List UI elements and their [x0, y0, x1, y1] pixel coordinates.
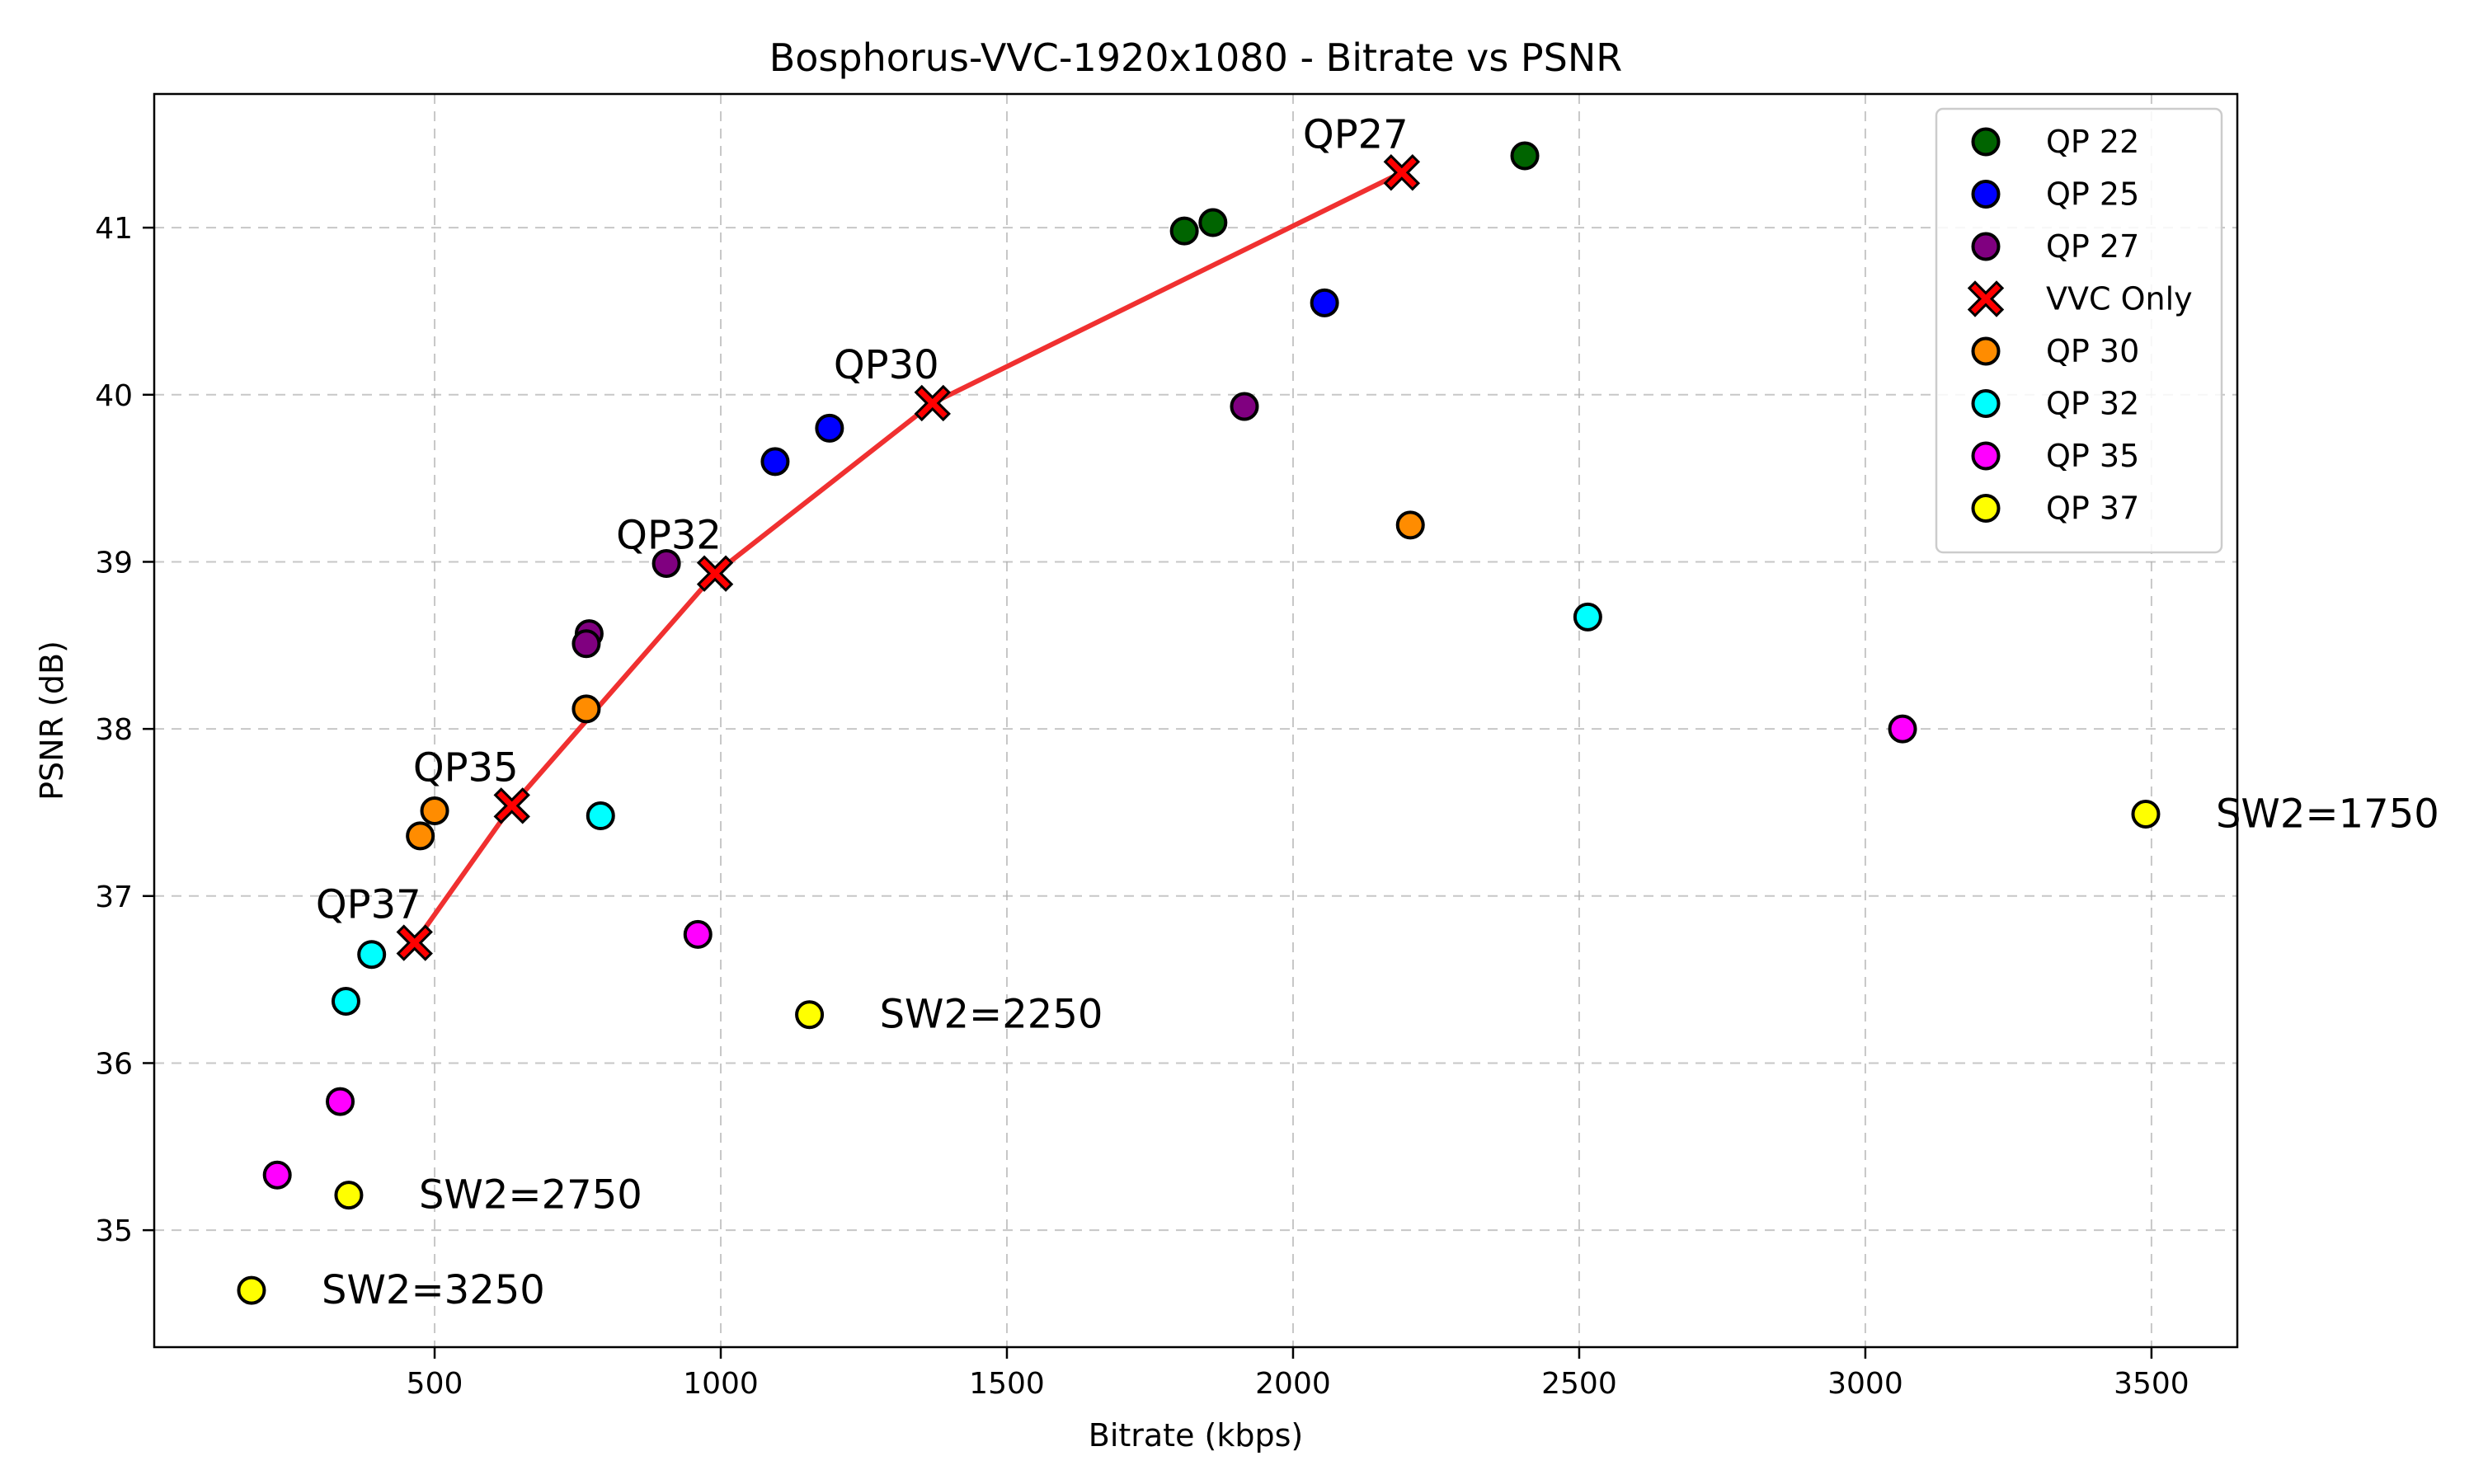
data-point [815, 413, 844, 443]
legend-marker [1971, 180, 2001, 209]
x-tick-label: 3000 [1827, 1367, 1903, 1401]
legend-box [1935, 107, 2223, 554]
data-point [2131, 799, 2161, 829]
data-point [396, 924, 433, 961]
plot-area-frame [153, 92, 2239, 1349]
legend-marker [1967, 280, 2005, 317]
data-point [1888, 714, 1917, 744]
axis-ticks: 500 1000 1500 2000 2500 3000 3500 35 36 37 38 39 40 4… [95, 212, 2189, 1401]
annotations: QP27 QP30 QP32 QP35 QP37 SW2=1750 SW2=2250 SW2=… [316, 111, 2439, 1313]
annotation-label: SW2=3250 [322, 1267, 545, 1313]
data-point [696, 555, 734, 592]
annotation-label: QP37 [316, 882, 421, 928]
data-point [1395, 510, 1425, 540]
data-point [1169, 216, 1199, 246]
y-tick-label: 38 [95, 713, 133, 747]
legend-label: QP 25 [2046, 176, 2139, 213]
data-point [651, 548, 681, 578]
series-qp-27 [571, 392, 1259, 659]
legend-label: QP 35 [2046, 438, 2139, 474]
marker-x-fill [399, 928, 430, 958]
data-point [1198, 208, 1228, 237]
data-point [571, 629, 601, 659]
legend-label: QP 32 [2046, 386, 2139, 422]
annotation-label: QP35 [413, 744, 519, 791]
data-point [331, 986, 360, 1016]
series-qp-35 [262, 714, 1917, 1190]
series-qp-30 [406, 510, 1425, 851]
data-point [326, 1087, 355, 1116]
data-point [1310, 288, 1339, 317]
data-point [406, 821, 435, 851]
marker-x-fill [917, 387, 948, 418]
x-tick-label: 500 [407, 1367, 463, 1401]
data-point [795, 1000, 825, 1030]
data-point [760, 447, 790, 477]
marker-x-fill [700, 558, 731, 589]
legend: QP 22 QP 25 QP 27 VVC Only QP 30 QP 32 QP 35 QP… [1935, 107, 2223, 554]
data-point [237, 1275, 266, 1305]
series-qp-25 [760, 288, 1339, 477]
data-point [1510, 141, 1540, 171]
annotation-label: SW2=2750 [419, 1172, 642, 1219]
data-point [420, 796, 449, 825]
legend-marker [1971, 389, 2001, 418]
x-tick-label: 3500 [2114, 1367, 2189, 1401]
data-point [1383, 154, 1421, 191]
y-tick-label: 37 [95, 881, 133, 914]
legend-label: QP 22 [2046, 124, 2139, 160]
annotation-label: QP30 [834, 342, 939, 388]
x-tick-label: 2000 [1255, 1367, 1331, 1401]
x-tick-label: 2500 [1541, 1367, 1617, 1401]
y-tick-label: 35 [95, 1214, 133, 1248]
legend-marker [1971, 494, 2001, 523]
data-point [1230, 392, 1259, 421]
annotation-label: SW2=2250 [880, 992, 1103, 1038]
legend-marker [1971, 232, 2001, 261]
chart-title: Bosphorus-VVC-1920x1080 - Bitrate vs PSN… [769, 35, 1623, 80]
y-axis-label: PSNR (dB) [34, 641, 70, 801]
y-tick-label: 39 [95, 546, 133, 580]
x-tick-label: 1500 [969, 1367, 1045, 1401]
data-point [683, 919, 713, 949]
annotation-label: QP32 [616, 513, 722, 559]
legend-marker [1971, 441, 2001, 471]
marker-x-fill [496, 791, 527, 821]
x-tick-label: 1000 [683, 1367, 759, 1401]
y-tick-label: 36 [95, 1047, 133, 1081]
data-point [493, 787, 530, 824]
annotation-label: SW2=1750 [2216, 791, 2439, 837]
data-point [571, 694, 601, 724]
legend-label: QP 27 [2046, 228, 2139, 265]
data-point [357, 940, 387, 970]
legend-label: VVC Only [2046, 281, 2193, 317]
data-point [1573, 602, 1602, 632]
series-vvc-only [396, 154, 1421, 961]
data-point [262, 1160, 292, 1190]
legend-label: QP 37 [2046, 491, 2139, 527]
data-point [334, 1181, 364, 1210]
marker-x-fill [1971, 284, 2001, 314]
marker-x-fill [1386, 157, 1417, 188]
series-qp-37 [237, 799, 2161, 1305]
y-tick-label: 41 [95, 212, 133, 246]
data-series [237, 141, 2161, 1305]
y-tick-label: 40 [95, 379, 133, 413]
legend-label: QP 30 [2046, 333, 2139, 369]
series-qp-32 [331, 602, 1602, 1016]
series-qp-22 [1169, 141, 1540, 246]
data-point [914, 384, 951, 422]
x-axis-label: Bitrate (kbps) [1089, 1417, 1304, 1453]
data-point [586, 801, 615, 831]
legend-marker [1971, 336, 2001, 366]
annotation-label: QP27 [1303, 111, 1409, 157]
legend-marker [1971, 127, 2001, 157]
